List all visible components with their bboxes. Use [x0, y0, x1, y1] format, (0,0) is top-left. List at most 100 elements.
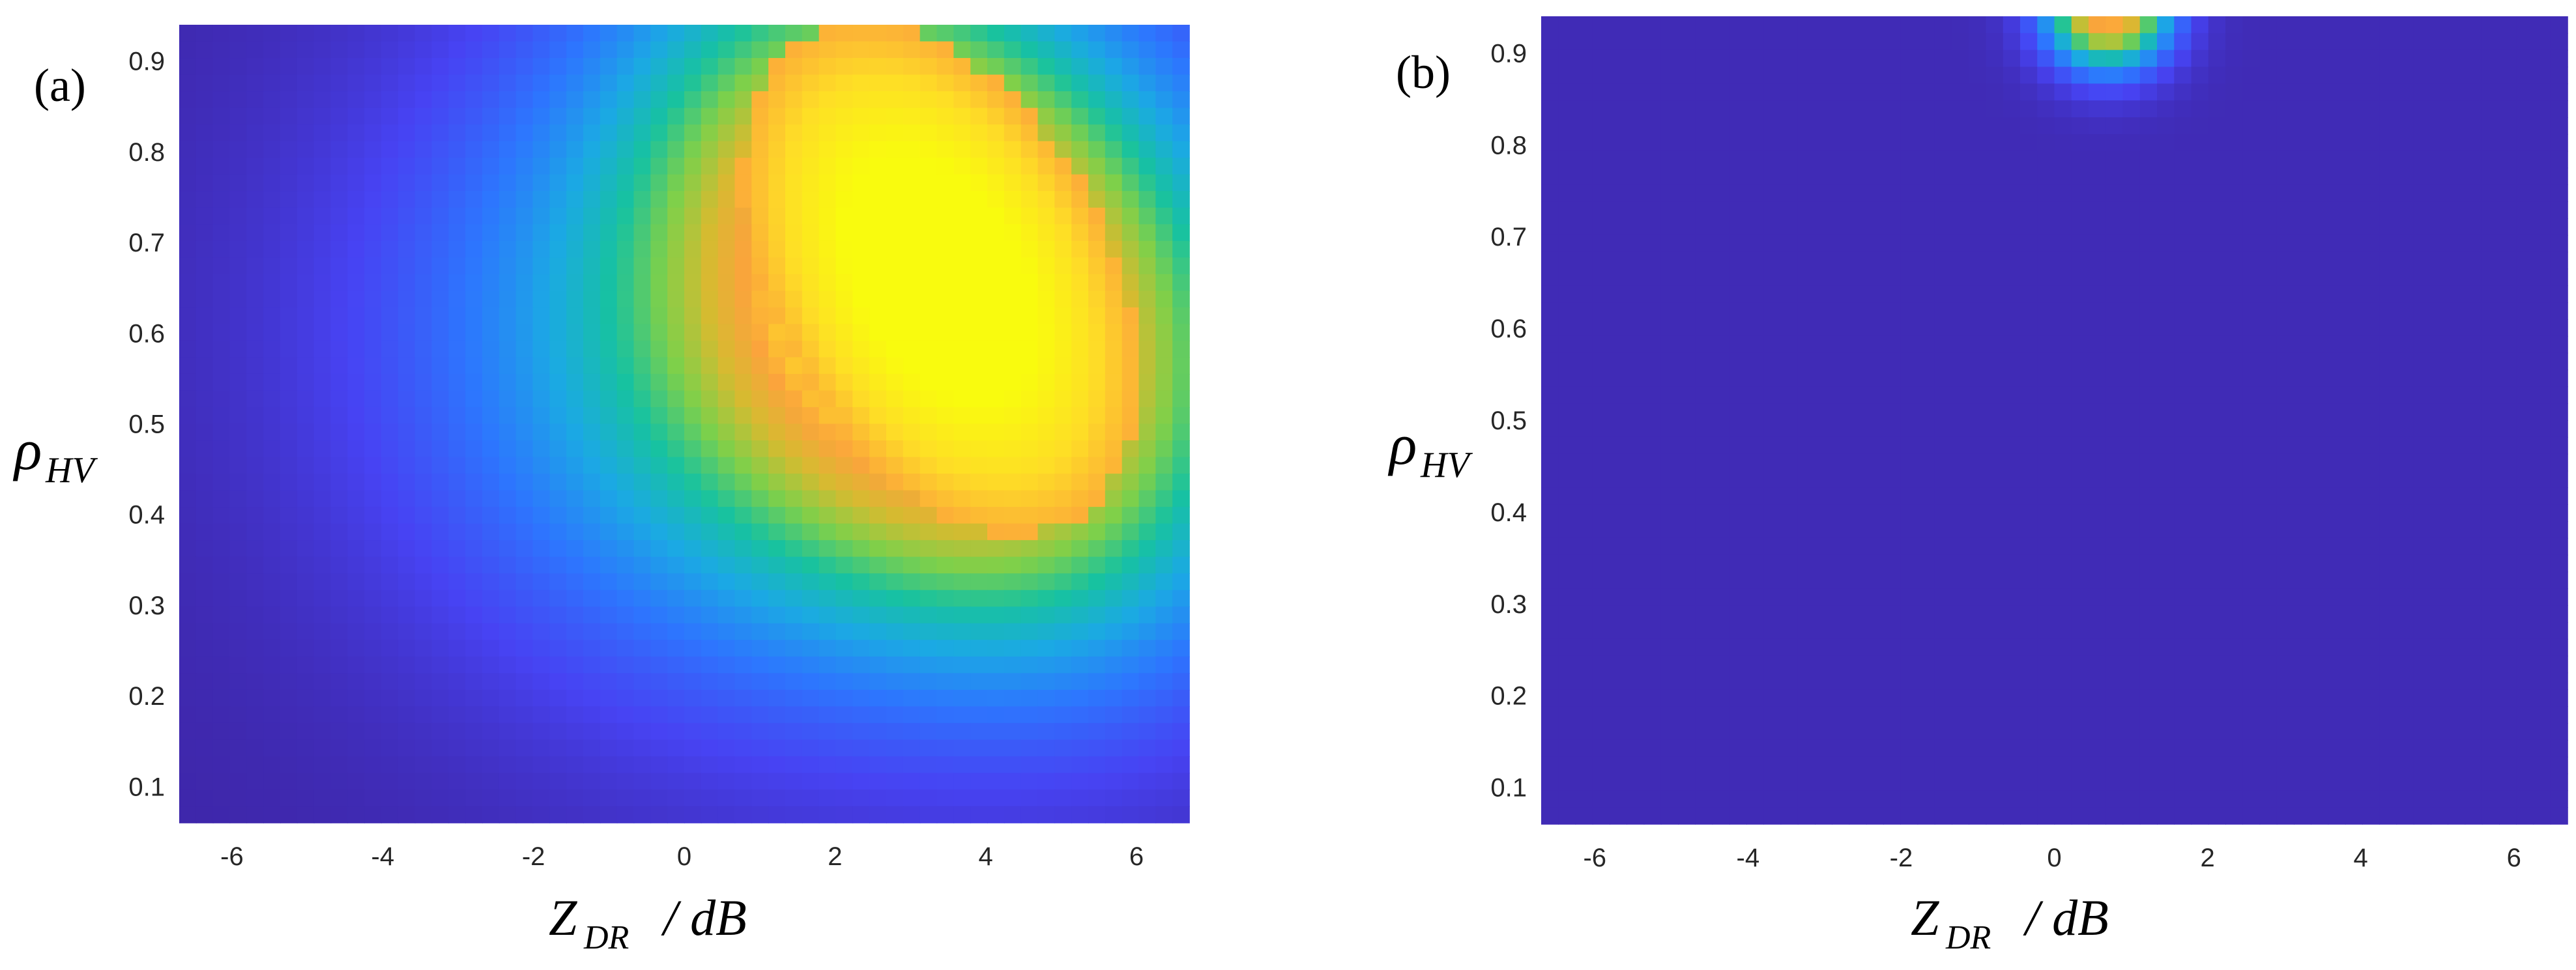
heatmap-cell: [1832, 235, 1850, 253]
heatmap-cell: [2225, 218, 2244, 236]
heatmap-cell: [229, 373, 248, 392]
heatmap-cell: [835, 556, 854, 574]
heatmap-cell: [2396, 319, 2414, 337]
heatmap-cell: [1172, 689, 1190, 707]
heatmap-cell: [499, 257, 517, 275]
heatmap-cell: [2465, 352, 2483, 371]
heatmap-cell: [2071, 487, 2089, 505]
heatmap-cell: [1763, 335, 1782, 354]
heatmap-cell: [364, 457, 382, 474]
heatmap-cell: [398, 689, 416, 707]
heatmap-cell: [1155, 590, 1173, 608]
heatmap-cell: [1815, 235, 1833, 253]
heatmap-cell: [2191, 335, 2209, 354]
heatmap-cell: [381, 357, 399, 375]
heatmap-cell: [2157, 487, 2175, 505]
heatmap-cell: [583, 141, 601, 158]
heatmap-cell: [936, 573, 955, 591]
heatmap-cell: [1832, 352, 1850, 371]
heatmap-cell: [2225, 201, 2244, 219]
heatmap-cell: [1088, 58, 1106, 76]
heatmap-cell: [919, 490, 938, 507]
heatmap-cell: [1883, 134, 1902, 152]
heatmap-cell: [1558, 537, 1576, 556]
heatmap-cell: [398, 191, 416, 208]
heatmap-cell: [936, 590, 955, 608]
heatmap-cell: [398, 324, 416, 341]
panel-a-label: (a): [34, 59, 86, 111]
heatmap-cell: [1020, 58, 1039, 76]
heatmap-cell: [229, 58, 248, 76]
heatmap-cell: [431, 457, 450, 474]
heatmap-cell: [2089, 470, 2107, 489]
heatmap-cell: [734, 91, 753, 109]
heatmap-cell: [684, 141, 702, 158]
heatmap-cell: [2225, 66, 2244, 85]
heatmap-cell: [785, 407, 803, 425]
heatmap-cell: [2499, 470, 2517, 489]
heatmap-cell: [2054, 302, 2072, 320]
heatmap-cell: [852, 490, 870, 507]
heatmap-cell: [1746, 487, 1765, 505]
heatmap-cell: [2533, 268, 2551, 287]
heatmap-cell: [246, 240, 264, 259]
heatmap-cell: [987, 58, 1005, 76]
heatmap-cell: [2482, 352, 2500, 371]
heatmap-cell: [2465, 537, 2483, 556]
heatmap-cell: [179, 58, 197, 76]
heatmap-cell: [1900, 50, 1918, 68]
heatmap-cell: [2003, 50, 2021, 68]
heatmap-cell: [2396, 235, 2414, 253]
heatmap-cell: [667, 307, 685, 325]
heatmap-cell: [1797, 403, 1816, 421]
heatmap-cell: [768, 174, 786, 192]
heatmap-cell: [852, 74, 870, 92]
heatmap-cell: [650, 207, 668, 225]
heatmap-cell: [2020, 403, 2038, 421]
heatmap-cell: [953, 224, 971, 242]
heatmap-cell: [1558, 285, 1576, 303]
heatmap-cell: [1900, 453, 1918, 472]
heatmap-cell: [785, 224, 803, 242]
heatmap-cell: [1138, 689, 1157, 707]
heatmap-cell: [1969, 386, 1987, 404]
heatmap-cell: [987, 673, 1005, 691]
heatmap-cell: [1155, 340, 1173, 358]
heatmap-cell: [869, 773, 887, 790]
heatmap-cell: [684, 789, 702, 807]
heatmap-cell: [970, 523, 988, 541]
heatmap-cell: [1849, 504, 1867, 522]
heatmap-cell: [2225, 150, 2244, 169]
heatmap-cell: [566, 474, 584, 491]
heatmap-cell: [2482, 167, 2500, 186]
heatmap-cell: [431, 523, 450, 541]
heatmap-cell: [2294, 319, 2312, 337]
heatmap-cell: [229, 390, 248, 408]
heatmap-cell: [566, 74, 584, 92]
heatmap-cell: [583, 507, 601, 524]
heatmap-cell: [414, 158, 433, 175]
heatmap-cell: [734, 773, 753, 790]
heatmap-cell: [2139, 50, 2158, 68]
heatmap-cell: [549, 706, 567, 724]
heatmap-cell: [2003, 453, 2021, 472]
heatmap-cell: [1849, 453, 1867, 472]
heatmap-cell: [1746, 436, 1765, 455]
heatmap-cell: [1797, 521, 1816, 539]
heatmap-cell: [2362, 504, 2381, 522]
heatmap-cell: [263, 274, 281, 292]
heatmap-cell: [2311, 167, 2329, 186]
heatmap-cell: [1592, 369, 1610, 388]
heatmap-cell: [515, 58, 534, 76]
heatmap-cell: [212, 457, 231, 474]
heatmap-cell: [936, 756, 955, 774]
heatmap-cell: [179, 107, 197, 125]
heatmap-cell: [2174, 521, 2192, 539]
heatmap-cell: [987, 257, 1005, 275]
heatmap-cell: [1712, 420, 1730, 438]
heatmap-cell: [802, 257, 820, 275]
heatmap-cell: [1592, 504, 1610, 522]
heatmap-cell: [1627, 285, 1645, 303]
heatmap-cell: [2328, 436, 2346, 455]
heatmap-cell: [2191, 554, 2209, 573]
